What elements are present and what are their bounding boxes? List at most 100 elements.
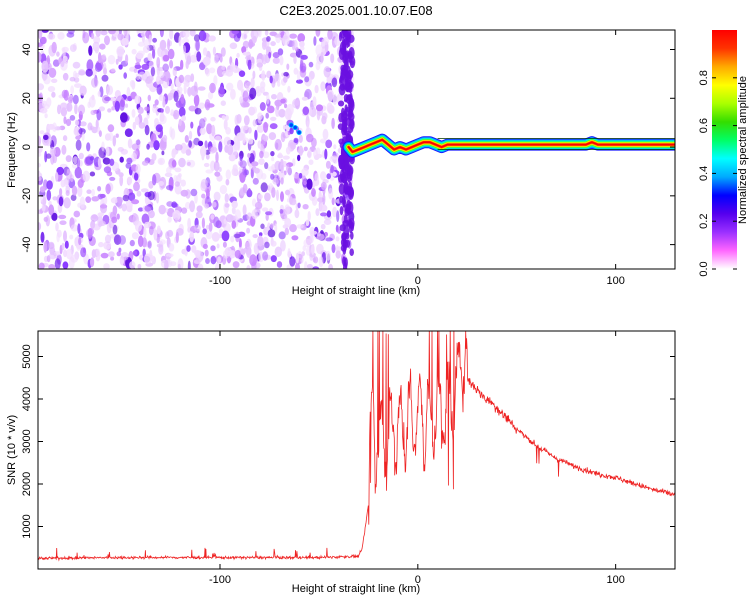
noise-blob <box>282 155 290 160</box>
noise-blob <box>69 234 74 240</box>
noise-blob <box>204 99 211 111</box>
noise-blob <box>195 211 203 219</box>
noise-blob <box>38 162 41 168</box>
noise-blob <box>131 48 137 55</box>
noise-blob <box>55 171 59 182</box>
noise-blob <box>178 118 182 127</box>
noise-blob <box>128 192 136 201</box>
noise-blob <box>210 245 216 252</box>
noise-blob <box>271 156 275 162</box>
noise-blob <box>177 263 181 269</box>
noise-blob <box>121 203 127 212</box>
noise-blob <box>262 151 270 159</box>
noise-blob <box>41 60 49 73</box>
noise-blob <box>259 150 264 159</box>
noise-blob <box>185 201 191 210</box>
noise-blob <box>105 146 110 157</box>
noise-blob <box>271 187 276 198</box>
noise-blob <box>293 39 298 50</box>
noise-blob <box>299 41 305 48</box>
noise-edge-blob <box>341 125 349 133</box>
noise-blob <box>170 109 174 116</box>
noise-blob <box>308 159 314 165</box>
noise-blob <box>57 229 62 238</box>
noise-blob <box>274 99 283 107</box>
noise-edge-blob <box>347 208 351 216</box>
noise-blob <box>178 173 182 178</box>
noise-blob <box>322 36 330 46</box>
noise-blob <box>221 230 230 242</box>
noise-blob <box>167 216 172 223</box>
noise-blob <box>111 106 116 111</box>
noise-blob <box>158 204 166 215</box>
noise-blob <box>117 147 125 152</box>
noise-blob <box>230 235 235 243</box>
noise-blob <box>231 220 237 229</box>
noise-blob <box>246 265 251 269</box>
noise-blob <box>318 256 324 268</box>
noise-blob <box>272 57 281 64</box>
noise-blob <box>306 264 313 269</box>
noise-blob <box>162 54 170 62</box>
colorbar: 0.0 0.2 0.4 0.6 0.8 Normalized spectral ampl… <box>698 30 749 277</box>
noise-blob <box>123 30 128 37</box>
noise-blob <box>61 46 69 53</box>
noise-edge-blob <box>341 69 348 76</box>
noise-blob <box>118 64 123 70</box>
noise-blob <box>91 188 95 197</box>
noise-blob <box>250 77 255 88</box>
noise-blob <box>190 188 198 197</box>
noise-blob <box>193 137 200 146</box>
spectrogram-y-tick-label: 0 <box>21 144 33 150</box>
noise-blob <box>101 54 107 60</box>
noise-blob <box>323 66 331 78</box>
snr-y-tick-label: 3000 <box>21 429 33 453</box>
noise-blob <box>221 70 229 76</box>
noise-blob <box>199 118 206 129</box>
noise-blob <box>196 205 203 213</box>
noise-blob <box>218 166 222 172</box>
noise-blob <box>314 173 320 184</box>
noise-blob <box>267 229 276 238</box>
noise-blob <box>70 254 79 263</box>
noise-blob <box>284 108 292 121</box>
signal-band-layer <box>347 138 675 153</box>
noise-blob <box>326 173 332 180</box>
noise-blob <box>251 209 258 220</box>
noise-blob <box>48 200 52 206</box>
noise-blob <box>250 30 259 40</box>
noise-blob <box>330 53 335 64</box>
noise-blob <box>336 210 340 223</box>
noise-blob <box>66 168 70 174</box>
noise-blob <box>264 192 271 202</box>
noise-blob <box>312 257 316 263</box>
noise-blob <box>152 48 156 59</box>
colorbar-tick-label: 0.4 <box>698 166 710 181</box>
noise-blob <box>263 121 269 133</box>
colorbar-tick-label: 0.0 <box>698 261 710 276</box>
noise-blob <box>126 87 131 98</box>
noise-blob <box>38 152 42 157</box>
noise-blob <box>77 223 81 235</box>
noise-blob <box>186 161 191 166</box>
noise-blob <box>304 88 312 100</box>
noise-blob <box>49 146 56 157</box>
noise-blob <box>156 57 161 68</box>
noise-blob <box>301 96 308 101</box>
noise-blob <box>224 144 229 153</box>
noise-blob <box>242 101 250 108</box>
noise-blob <box>47 33 56 40</box>
noise-blob <box>337 228 342 234</box>
noise-blob <box>137 207 144 212</box>
noise-blob <box>180 59 184 70</box>
noise-blob <box>46 180 53 190</box>
signal-spot <box>292 124 298 131</box>
noise-blob <box>138 41 145 47</box>
noise-blob <box>277 154 284 159</box>
noise-blob <box>48 264 56 269</box>
noise-edge-blob <box>344 181 348 195</box>
noise-blob <box>278 231 286 240</box>
noise-blob <box>68 96 73 104</box>
noise-blob <box>54 258 61 269</box>
